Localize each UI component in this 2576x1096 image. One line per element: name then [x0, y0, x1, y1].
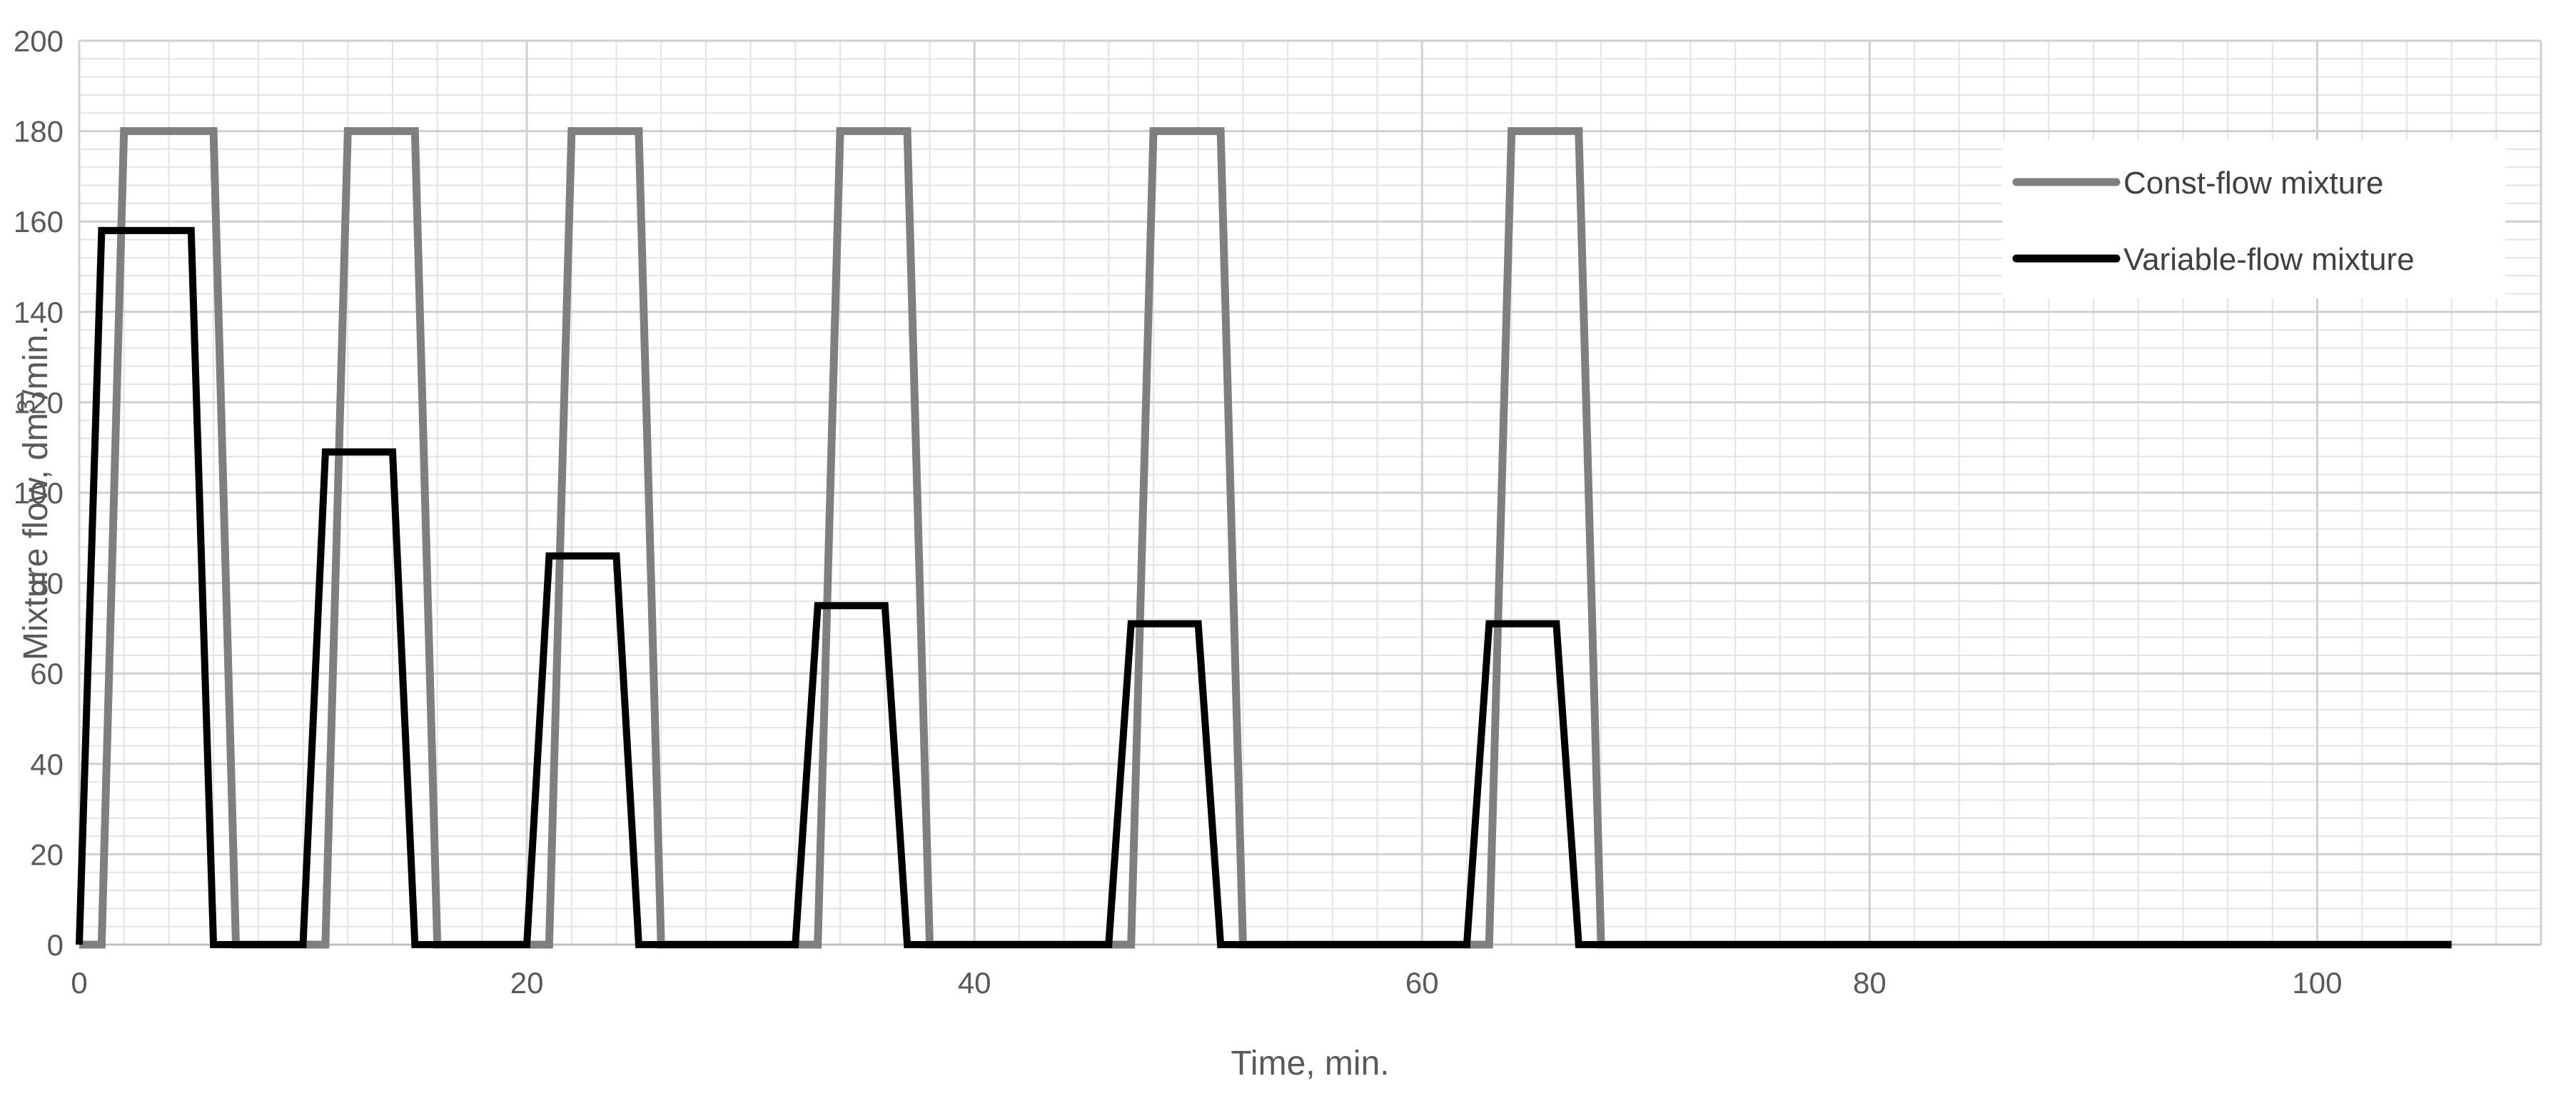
y-axis-title-unit: /min. [17, 325, 55, 399]
y-tick-label: 160 [14, 205, 64, 238]
legend-label-const-flow: Const-flow mixture [2123, 166, 2383, 201]
y-tick-label: 140 [14, 296, 64, 329]
y-axis-title-superscript: 3 [13, 399, 40, 413]
x-axis-tick-labels: 0 20 40 60 80 100 [71, 966, 2342, 1000]
x-tick-label: 100 [2292, 966, 2342, 1000]
x-tick-label: 80 [1853, 966, 1886, 1000]
legend-background [2002, 140, 2505, 298]
y-tick-label: 20 [30, 838, 64, 871]
x-tick-label: 0 [71, 966, 87, 1000]
series-layer [76, 127, 2452, 949]
x-tick-label: 40 [958, 966, 991, 1000]
y-tick-label: 180 [14, 115, 64, 149]
y-axis-title-main: Mixture flow, dm [17, 413, 55, 660]
series-line-variable-flow [76, 226, 2452, 948]
y-tick-label: 200 [14, 24, 64, 58]
legend-label-variable-flow: Variable-flow mixture [2123, 242, 2415, 277]
y-tick-label: 0 [47, 928, 64, 962]
y-axis-tick-labels: 0 20 40 60 80 100 120 140 160 180 200 [14, 24, 64, 962]
x-tick-label: 60 [1405, 966, 1439, 1000]
y-tick-label: 80 [30, 567, 64, 600]
y-tick-label: 120 [14, 386, 64, 419]
y-axis-title: Mixture flow, dm3/min. [13, 325, 55, 660]
y-tick-label: 100 [14, 476, 64, 510]
x-axis-title: Time, min. [1231, 1045, 1389, 1082]
y-tick-label: 60 [30, 657, 64, 690]
legend: Const-flow mixture Variable-flow mixture [2002, 140, 2505, 298]
y-tick-label: 40 [30, 748, 64, 781]
x-tick-label: 20 [510, 966, 544, 1000]
